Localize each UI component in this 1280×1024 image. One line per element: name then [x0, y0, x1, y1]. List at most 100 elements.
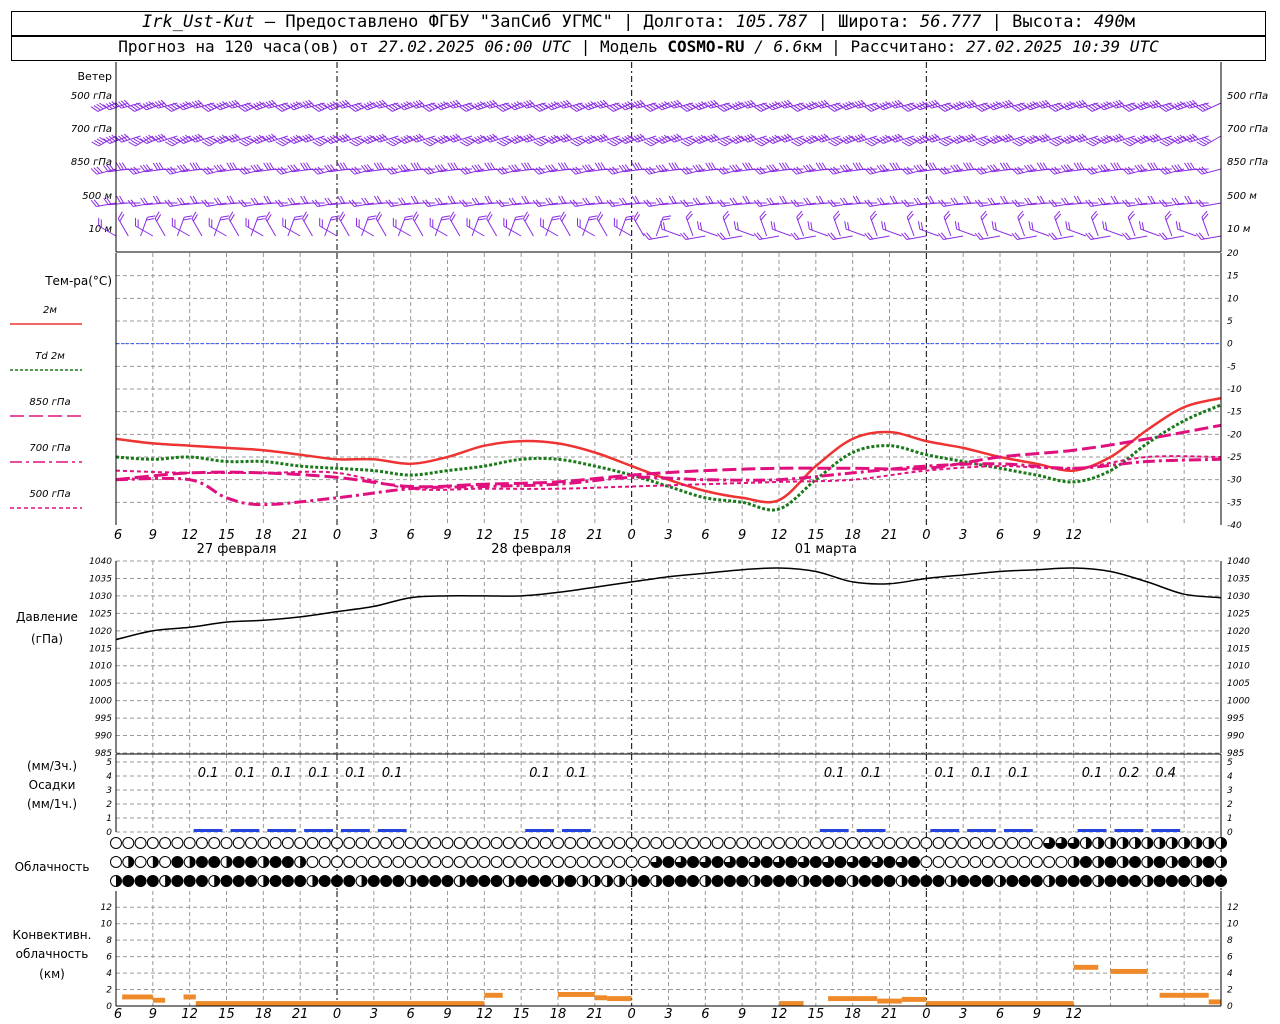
wind-barb — [471, 197, 497, 206]
wind-barb-feather — [391, 103, 399, 110]
wind-barb-staff — [96, 168, 117, 175]
wind-barb — [1196, 102, 1222, 112]
wind-barb — [127, 166, 153, 175]
hour-tick-label-bottom: 21 — [881, 1007, 898, 1022]
wind-barb-feather — [118, 135, 125, 142]
cloud-symbol-fill — [171, 856, 183, 868]
wind-barb-feather — [130, 140, 139, 145]
cloud-symbol-high — [625, 837, 638, 849]
wind-barb-staff — [117, 218, 129, 237]
wind-barb-staff — [1053, 235, 1074, 240]
temp-legend-label: 850 гПа — [29, 397, 70, 408]
wind-barb-feather — [375, 101, 383, 108]
cloud-symbol-high — [1190, 837, 1203, 849]
wind-barb-feather — [1171, 165, 1178, 173]
wind-barb — [840, 197, 865, 206]
wind-barb — [1195, 166, 1222, 175]
cloud-symbol-outline — [858, 837, 871, 849]
wind-barb-feather — [369, 101, 377, 108]
wind-barb-staff — [919, 228, 939, 237]
wind-barb-feather — [339, 135, 346, 142]
wind-barb-feather — [884, 101, 892, 108]
wind-barb-staff — [268, 135, 289, 143]
wind-barb — [1065, 221, 1087, 237]
wind-barb-feather — [1051, 105, 1059, 111]
wind-barb-feather — [401, 197, 407, 205]
wind-barb-feather — [221, 134, 229, 141]
wind-barb-staff — [488, 168, 509, 171]
cloud-symbol-mid — [1141, 856, 1154, 868]
wind-barb-feather — [130, 105, 138, 111]
wind-barb-feather — [1041, 100, 1049, 107]
wind-barb-feather — [695, 197, 702, 205]
cloud-symbol-low — [760, 875, 773, 887]
wind-barb-feather — [171, 217, 173, 227]
wind-barb-feather — [648, 103, 657, 110]
wind-barb-feather — [1014, 105, 1022, 111]
cloud-symbol-fill — [699, 856, 711, 868]
wind-barb-feather — [557, 102, 564, 109]
wind-barb-feather — [1198, 167, 1205, 174]
wind-barb-feather — [225, 136, 233, 143]
cloud-symbol-high — [392, 837, 405, 849]
wind-barb-feather — [474, 164, 481, 172]
wind-barb-feather — [835, 137, 844, 142]
wind-barb-feather — [680, 199, 687, 207]
cloud-symbol-fill — [901, 875, 908, 887]
wind-barb-feather — [786, 99, 794, 107]
wind-barb-feather — [226, 195, 232, 204]
conv-tick-left: 2 — [106, 986, 112, 996]
cloud-symbol-outline — [281, 837, 294, 849]
wind-barb — [274, 199, 301, 207]
wind-barb-feather — [1130, 102, 1138, 109]
wind-barb-feather — [1116, 162, 1122, 170]
wind-barb — [434, 215, 451, 237]
wind-barb-feather — [977, 232, 984, 240]
cloud-symbol-high — [466, 837, 479, 849]
wind-barb — [213, 215, 230, 237]
wind-barb-feather — [532, 199, 539, 207]
wind-barb-feather — [412, 135, 420, 142]
wind-barb — [265, 211, 277, 237]
cloud-symbol-outline — [1018, 837, 1031, 849]
cloud-symbol-low — [331, 875, 343, 887]
wind-barb-feather — [381, 133, 389, 140]
wind-barb-feather — [882, 102, 889, 109]
cloud-symbol-mid — [539, 856, 552, 868]
wind-barb-staff — [158, 135, 178, 143]
wind-barb-feather — [793, 232, 800, 240]
wind-barb-feather — [550, 102, 558, 109]
precip-bar — [562, 829, 591, 832]
wind-barb-feather — [754, 141, 762, 147]
wind-barb-feather — [879, 136, 887, 143]
wind-barb-feather — [612, 103, 620, 110]
wind-barb — [201, 199, 227, 207]
cloud-symbol-outline — [760, 837, 773, 849]
wind-barb-feather — [305, 134, 312, 141]
wind-barb-feather — [658, 103, 666, 110]
wind-barb-feather — [508, 138, 516, 144]
cloud-symbol-mid — [1030, 856, 1043, 868]
wind-barb-feather — [1097, 165, 1104, 173]
wind-barb-staff — [243, 202, 264, 207]
cloud-symbol-fill — [417, 875, 429, 887]
wind-barb-staff — [869, 202, 890, 207]
precip-amount-label: 0.1 — [235, 766, 256, 781]
wind-barb-staff — [280, 168, 301, 175]
wind-barb-feather — [742, 162, 748, 170]
wind-barb-feather — [324, 104, 331, 111]
cloud-symbol-high — [1141, 837, 1154, 849]
wind-barb-feather — [1054, 166, 1061, 173]
cloud-symbol-outline — [662, 837, 675, 849]
wind-barb-feather — [1125, 232, 1131, 240]
cloud-symbol-fill — [233, 856, 245, 868]
wind-barb-feather — [992, 135, 1000, 142]
wind-barb-feather — [1085, 168, 1092, 175]
wind-barb-staff — [390, 202, 411, 207]
wind-barb — [545, 215, 561, 237]
wind-barb-feather — [950, 165, 957, 173]
cloud-symbol-low — [1153, 875, 1166, 887]
wind-barb-feather — [658, 197, 665, 205]
wind-barb-feather — [747, 100, 754, 107]
precip-tick-left: 2 — [106, 800, 112, 810]
